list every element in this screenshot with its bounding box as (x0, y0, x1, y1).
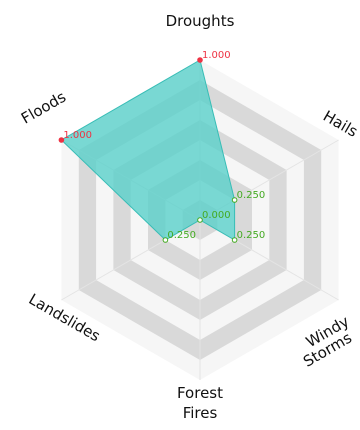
axis-label-forest-fires-line2: Fires (183, 404, 218, 422)
data-markers: 1.000 0.250 0.250 0.000 0.250 1.000 (58, 50, 266, 243)
axis-label-droughts: Droughts (166, 12, 235, 30)
axis-label-forest-fires-line1: Forest (177, 384, 223, 402)
data-point-forest-fires (197, 217, 203, 223)
value-label-droughts: 1.000 (202, 50, 231, 61)
value-label-windy-storms: 0.250 (237, 230, 266, 241)
value-label-floods: 1.000 (63, 130, 92, 141)
data-point-floods (58, 137, 65, 143)
value-label-hails: 0.250 (237, 190, 266, 201)
axis-label-floods: Floods (18, 88, 69, 128)
value-label-forest-fires: 0.000 (202, 210, 231, 221)
data-point-windy-storms (231, 237, 238, 243)
data-point-droughts (197, 57, 203, 63)
data-point-landslides (162, 237, 169, 243)
value-label-landslides: 0.250 (167, 230, 196, 241)
data-point-hails (231, 197, 238, 203)
